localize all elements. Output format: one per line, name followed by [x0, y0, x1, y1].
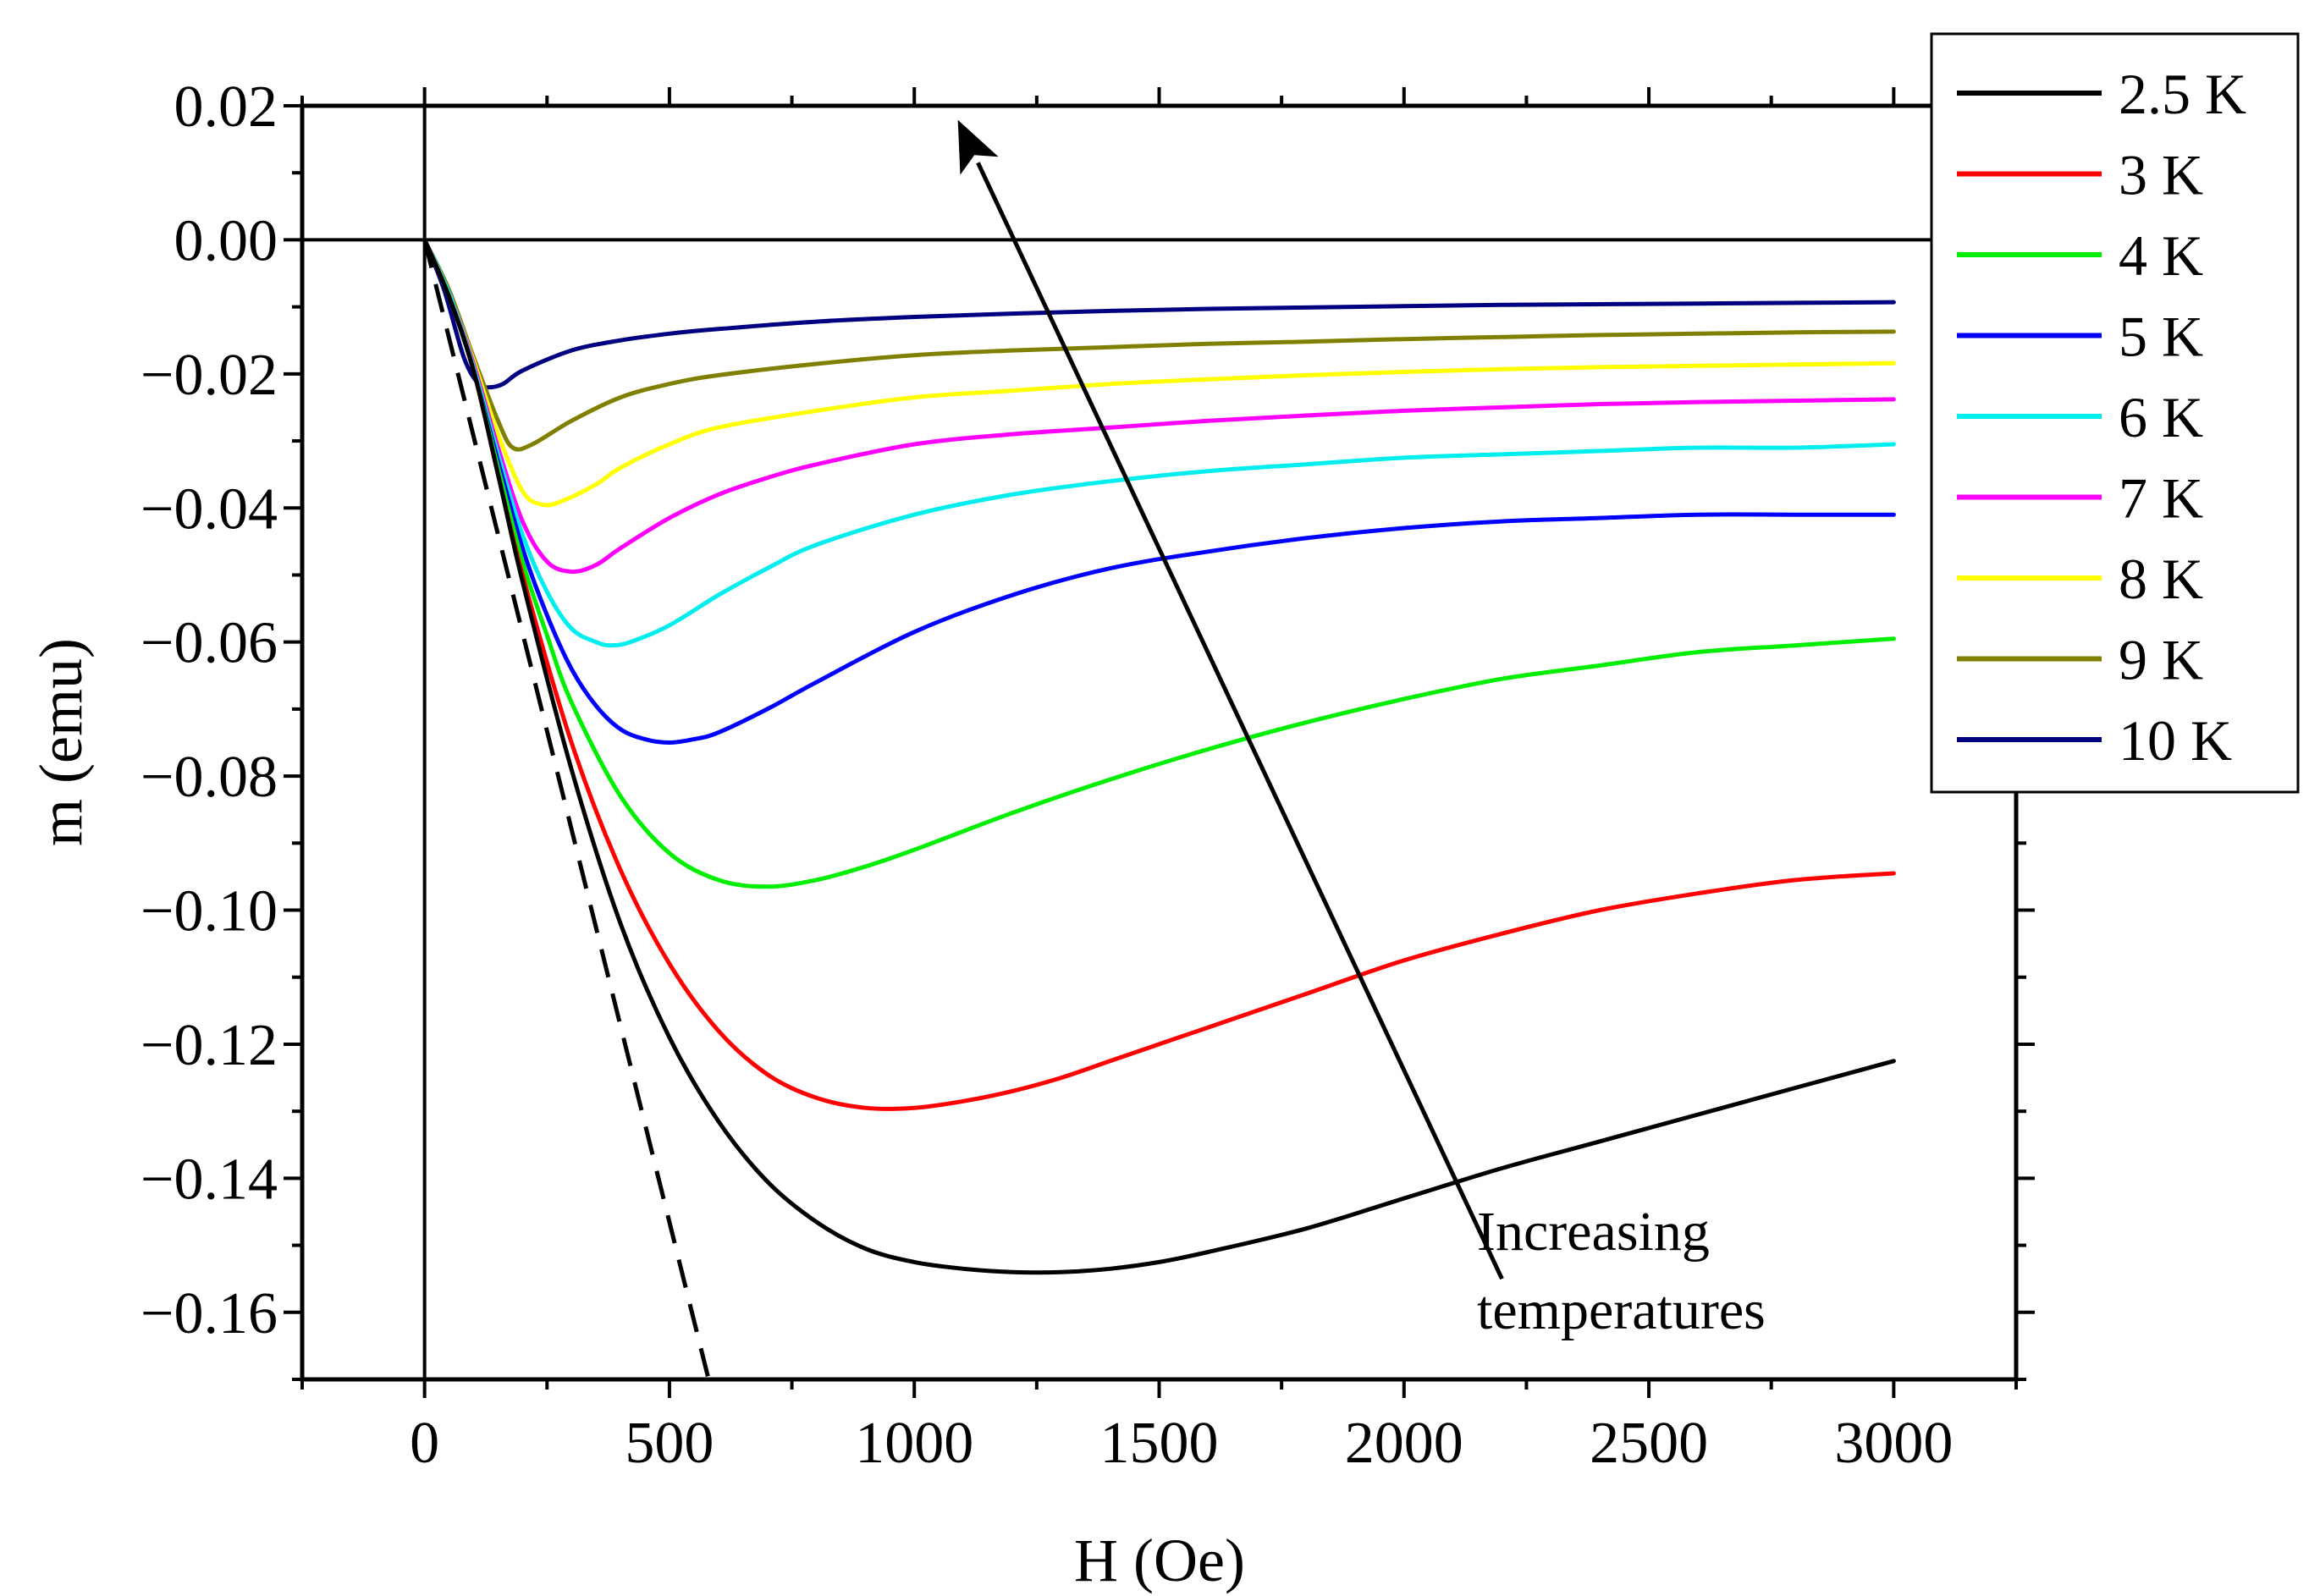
tick-labels: 0 500 1000 1500 2000 2500 3000 0.02 0.00 −0.02 −0.…: [141, 74, 1953, 1476]
x-tick-label: 1000: [855, 1411, 973, 1476]
x-tick-label: 2500: [1590, 1411, 1708, 1476]
annotation-text: Increasing: [1477, 1201, 1710, 1263]
legend-label: 6 K: [2119, 385, 2203, 449]
annotation-layer: Increasing temperatures: [957, 119, 1766, 1341]
y-tick-label: −0.16: [141, 1281, 278, 1346]
y-tick-label: −0.08: [141, 745, 278, 810]
series-line-7-k: [422, 237, 1896, 575]
reference-lines: [302, 106, 2016, 1379]
dashed-layer: [422, 239, 711, 1379]
series-line-10-k: [422, 237, 1896, 390]
legend-label: 4 K: [2119, 223, 2203, 288]
y-tick-label: −0.02: [141, 343, 278, 408]
x-tick-label: 0: [410, 1411, 439, 1476]
x-axis-title: H (Oe): [1074, 1527, 1245, 1594]
legend: 2.5 K 3 K 4 K 5 K 6 K 7 K 8 K 9 K 10 K: [1930, 32, 2300, 794]
legend-label: 8 K: [2119, 547, 2203, 611]
x-tick-label: 1500: [1100, 1411, 1219, 1476]
y-tick-label: −0.06: [141, 611, 278, 676]
x-tick-label: 3000: [1834, 1411, 1953, 1476]
legend-label: 2.5 K: [2119, 62, 2246, 126]
series-layer: [422, 237, 1896, 1275]
initial-slope-dashed-line: [422, 239, 711, 1379]
legend-label: 5 K: [2119, 305, 2203, 369]
x-tick-label: 2000: [1345, 1411, 1463, 1476]
y-tick-label: −0.14: [141, 1147, 278, 1212]
series-line-3-k: [422, 237, 1896, 1111]
y-tick-label: 0.00: [174, 208, 278, 273]
y-tick-label: −0.12: [141, 1013, 278, 1078]
series-line-9-k: [422, 237, 1896, 452]
series-line-2-5-k: [422, 237, 1896, 1275]
y-tick-label: −0.04: [141, 476, 278, 542]
y-axis-title: m (emu): [27, 638, 95, 846]
legend-label: 3 K: [2119, 143, 2203, 207]
series-line-6-k: [422, 237, 1896, 648]
y-tick-label: −0.10: [141, 879, 278, 944]
legend-label: 10 K: [2119, 708, 2232, 773]
annotation-text: temperatures: [1477, 1280, 1766, 1341]
series-line-8-k: [422, 237, 1896, 508]
legend-label: 7 K: [2119, 466, 2203, 531]
axis-ticks: [284, 87, 2035, 1398]
series-line-5-k: [422, 237, 1896, 745]
series-line-4-k: [422, 237, 1896, 889]
x-tick-label: 500: [625, 1411, 714, 1476]
legend-label: 9 K: [2119, 628, 2203, 692]
y-tick-label: 0.02: [174, 74, 278, 140]
increasing-temperature-arrow: [957, 119, 1504, 1280]
plot-frame: [300, 103, 2019, 1382]
legend-box: [1930, 32, 2300, 794]
